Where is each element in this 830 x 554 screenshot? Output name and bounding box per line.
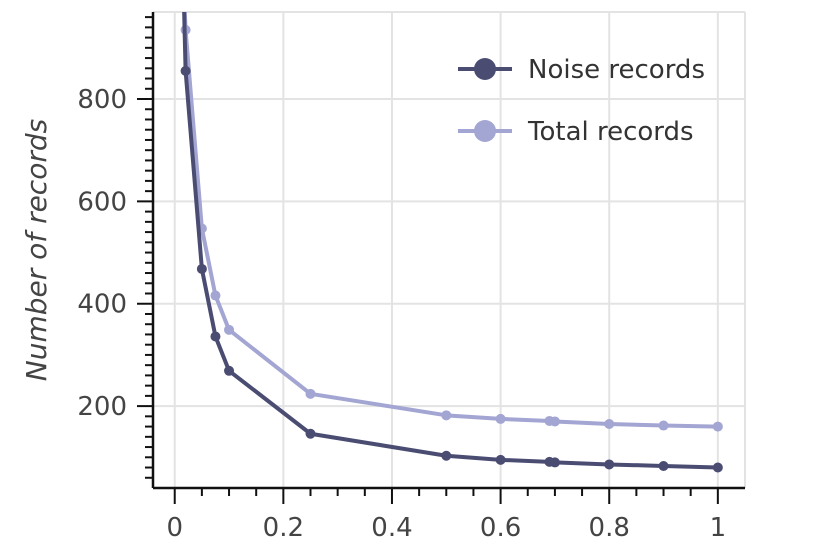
data-point xyxy=(495,413,506,424)
data-point xyxy=(305,428,316,439)
x-tick-label: 0.6 xyxy=(480,513,521,543)
data-point xyxy=(712,462,723,473)
data-point xyxy=(658,420,669,431)
data-point xyxy=(196,263,207,274)
data-point xyxy=(441,410,452,421)
y-tick-label: 600 xyxy=(77,187,127,217)
data-point xyxy=(495,454,506,465)
data-point xyxy=(604,419,615,430)
legend-label: Noise records xyxy=(528,55,705,85)
series-clip-group xyxy=(180,12,723,473)
legend-label: Total records xyxy=(527,117,694,147)
data-point xyxy=(549,457,560,468)
series-layer xyxy=(180,12,723,473)
legend-entry: Noise records xyxy=(458,55,705,85)
data-point xyxy=(210,290,221,301)
legend-entry: Total records xyxy=(458,117,694,147)
data-point xyxy=(712,421,723,432)
y-tick-label: 800 xyxy=(77,85,127,115)
legend: Noise records Total records xyxy=(458,55,705,147)
data-point xyxy=(210,331,221,342)
legend-marker xyxy=(474,120,496,142)
x-tick-label: 0.4 xyxy=(371,513,412,543)
data-point xyxy=(658,460,669,471)
y-tick-label: 400 xyxy=(77,290,127,320)
x-tick-label: 0 xyxy=(166,513,183,543)
data-point xyxy=(224,365,235,376)
x-tick-label: 1 xyxy=(710,513,727,543)
x-tick-label: 0.8 xyxy=(589,513,630,543)
data-point xyxy=(604,459,615,470)
x-tick-label: 0.2 xyxy=(263,513,304,543)
legend-marker xyxy=(474,58,496,80)
data-point xyxy=(441,450,452,461)
data-point xyxy=(549,416,560,427)
y-tick-label: 200 xyxy=(77,392,127,422)
grid xyxy=(153,11,746,488)
data-point xyxy=(224,324,235,335)
axes: 200 400 600 800 0 0.2 0.4 0.6 0.8 1 xyxy=(77,12,745,543)
data-point xyxy=(180,65,191,76)
data-point xyxy=(305,388,316,399)
y-axis-title: Number of records xyxy=(20,119,53,381)
